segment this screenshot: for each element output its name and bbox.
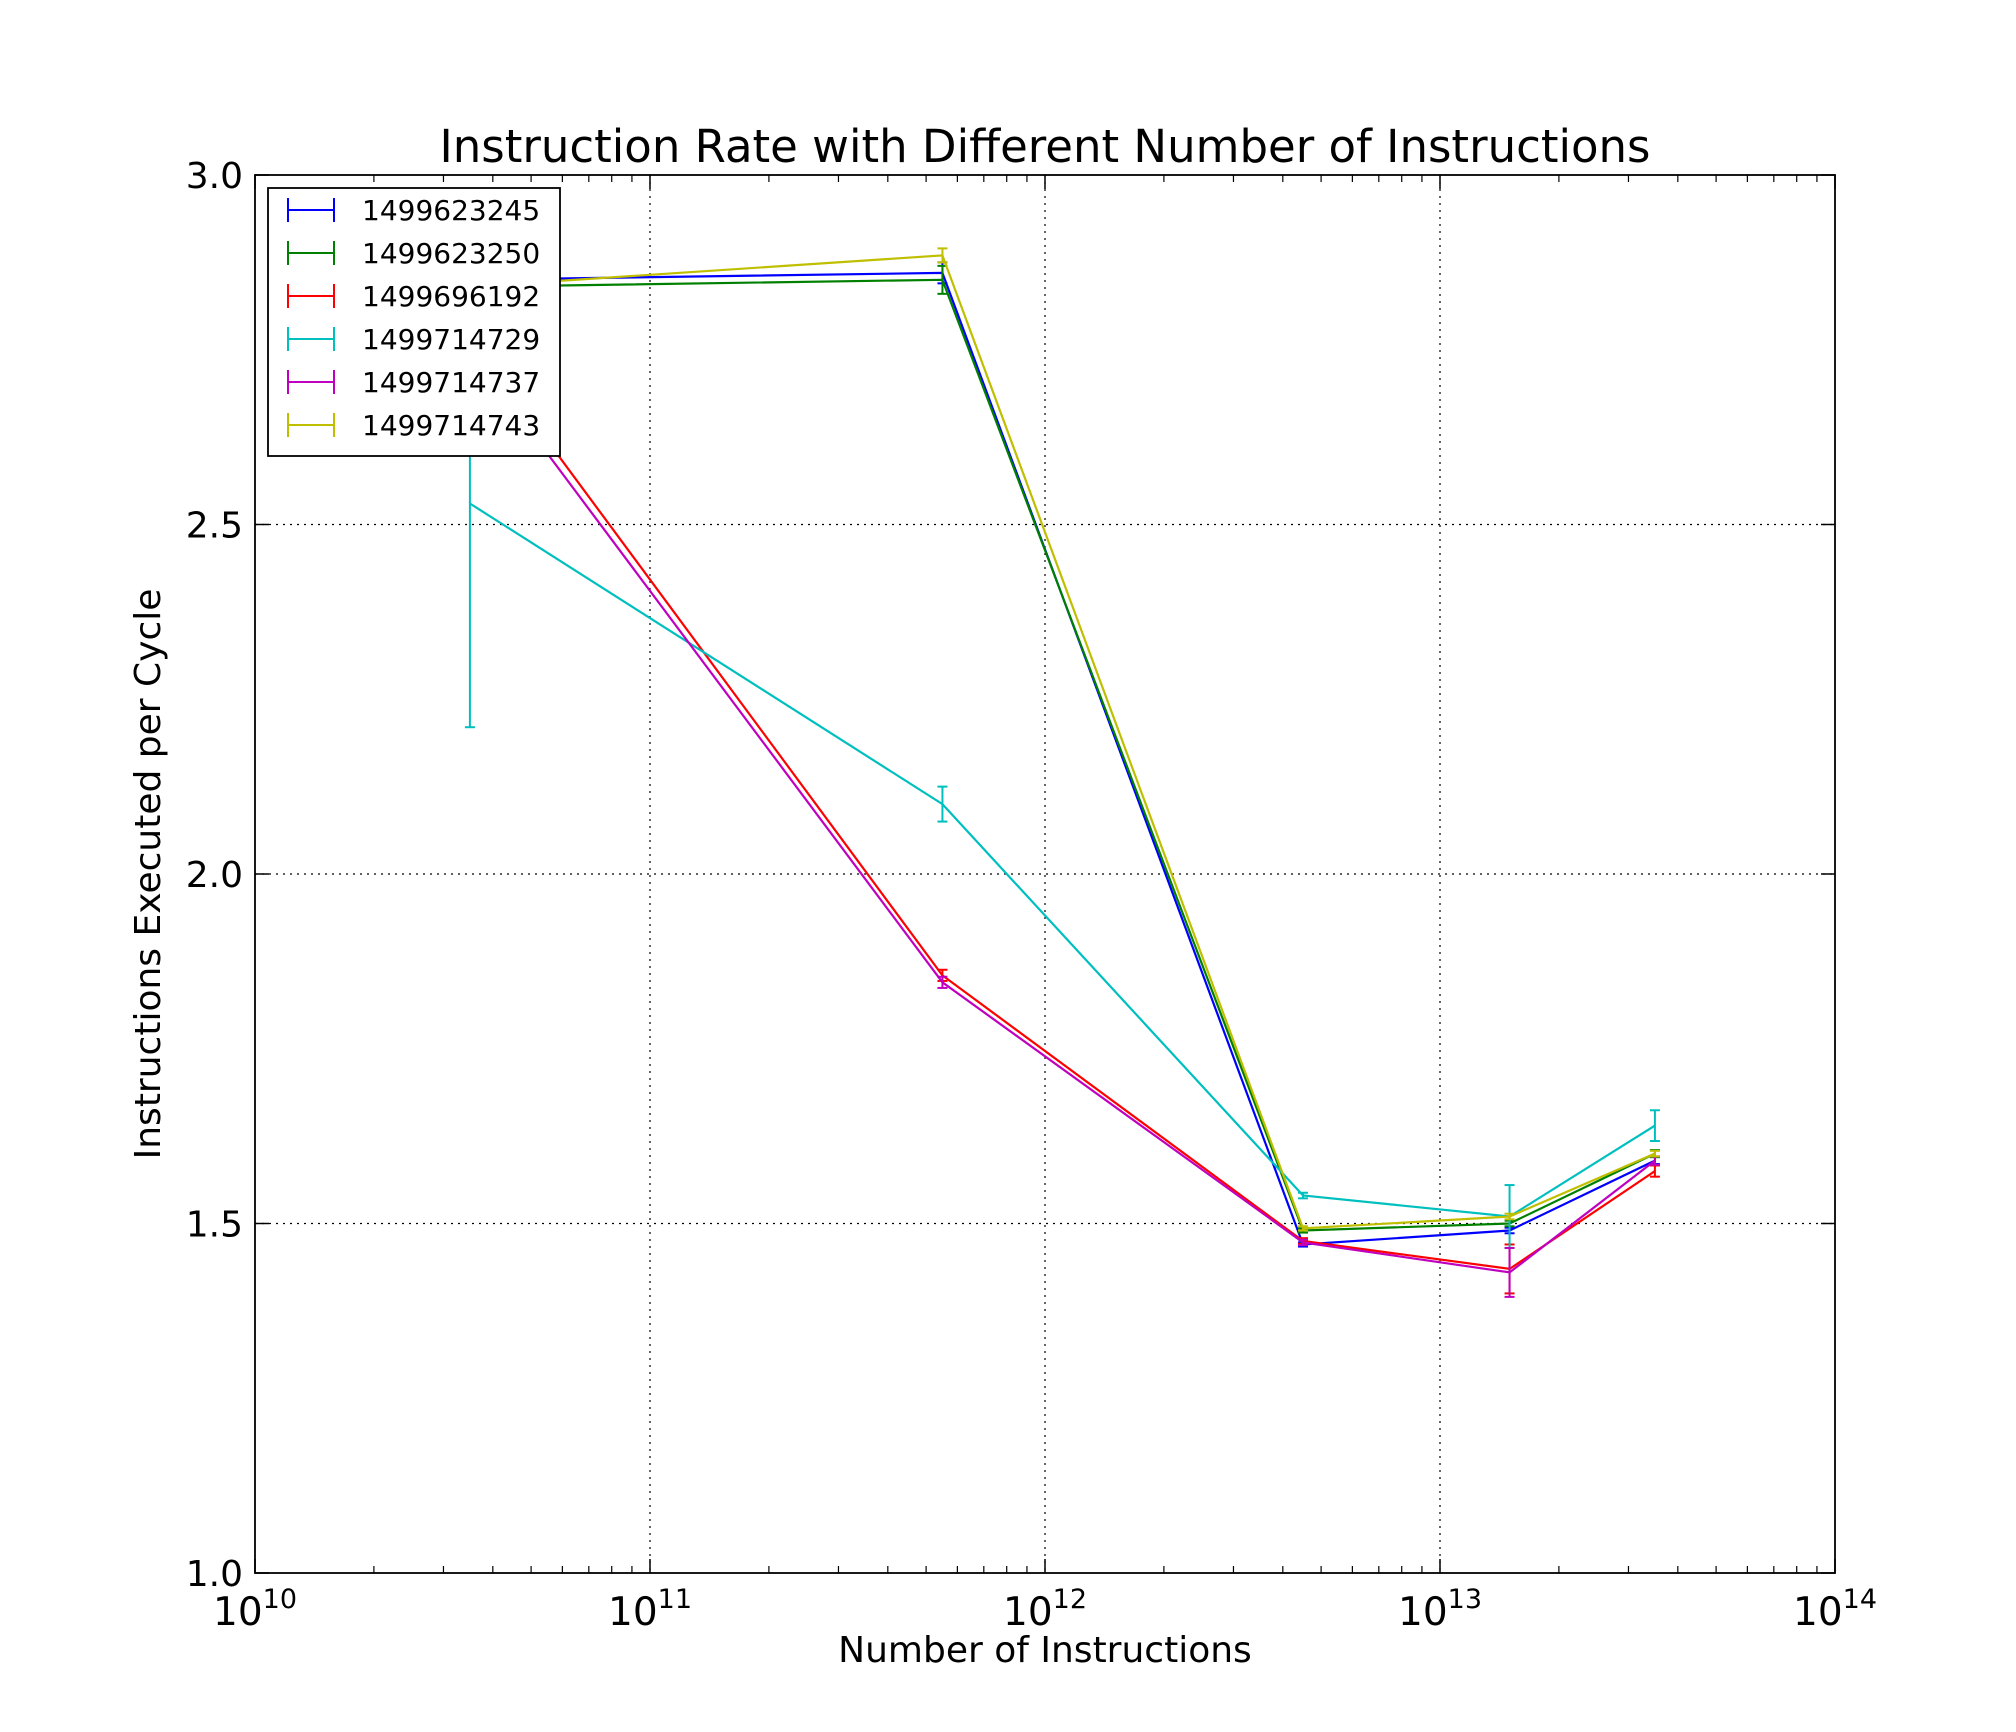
y-tick-label: 2.5 <box>186 506 243 547</box>
legend-label: 1499696192 <box>362 280 540 313</box>
y-tick-label: 1.0 <box>186 1554 243 1595</box>
legend-label: 1499714737 <box>362 366 540 399</box>
y-tick-label: 3.0 <box>186 156 243 197</box>
legend-label: 1499623250 <box>362 237 540 270</box>
y-tick-label: 1.5 <box>186 1205 243 1246</box>
chart-title: Instruction Rate with Different Number o… <box>440 120 1651 173</box>
x-axis-label: Number of Instructions <box>838 1630 1252 1671</box>
y-tick-label: 2.0 <box>186 855 243 896</box>
legend-label: 1499623245 <box>362 194 540 227</box>
legend: 1499623245 1499623250 1499696192 1499714729… <box>268 188 560 456</box>
legend-label: 1499714743 <box>362 409 540 442</box>
legend-label: 1499714729 <box>362 323 540 356</box>
y-axis-label: Instructions Executed per Cycle <box>128 589 169 1160</box>
